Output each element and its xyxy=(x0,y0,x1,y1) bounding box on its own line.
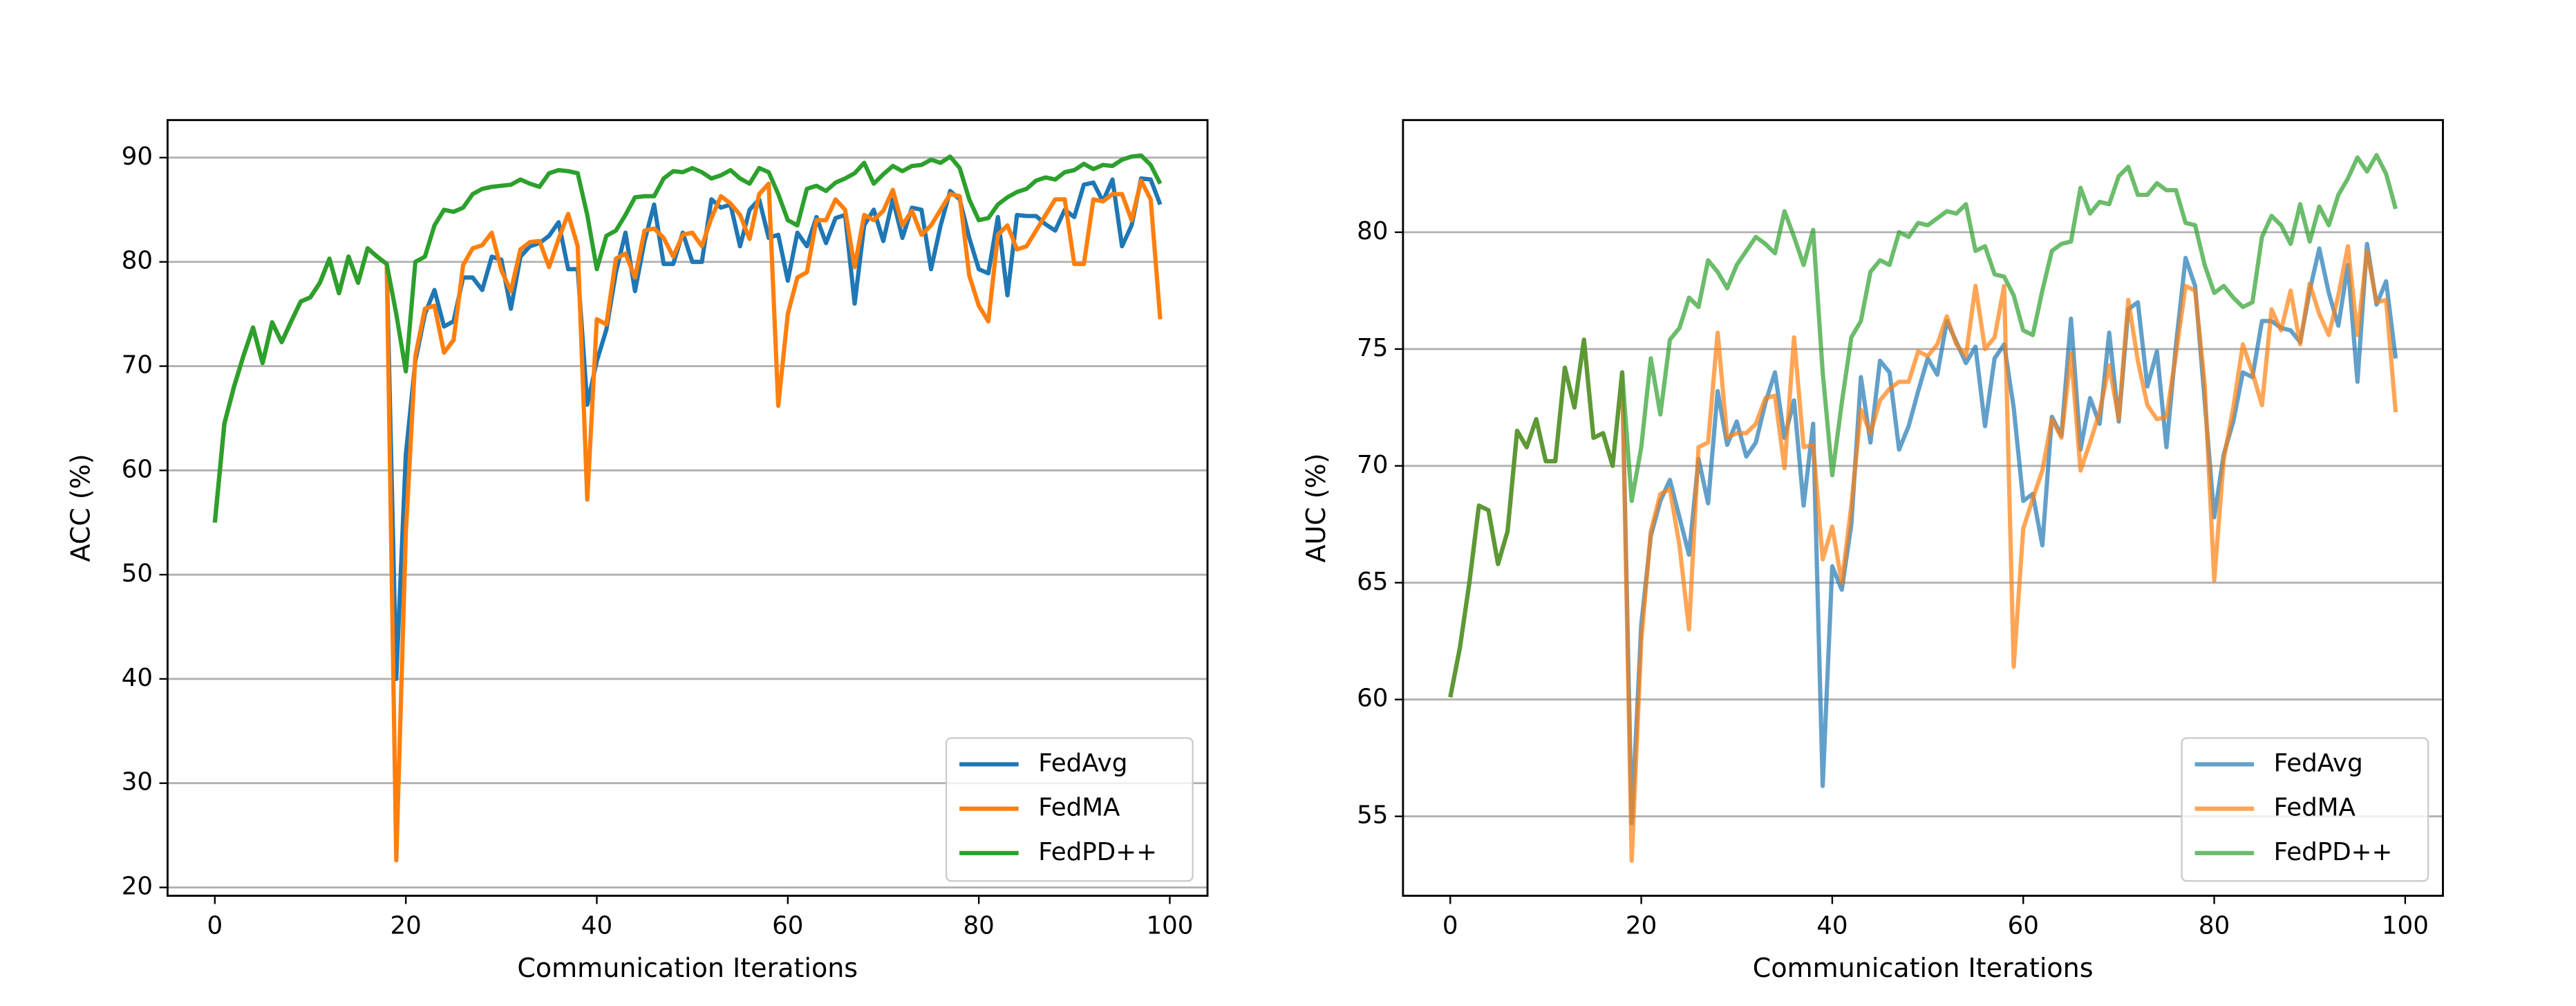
x-tick-label: 60 xyxy=(2008,912,2039,940)
series-line xyxy=(1448,153,2398,698)
series-line xyxy=(1448,241,2398,826)
legend-frame xyxy=(2181,737,2429,882)
legend: FedAvg FedMA FedPD++ xyxy=(945,737,1194,882)
y-axis-label: AUC (%) xyxy=(1301,454,1331,563)
y-tick-label: 70 xyxy=(1357,451,1388,479)
subplot: 20 30 40 50 60 70 80 90 0 20 40 60 80 100 Communicatio… xyxy=(65,119,1209,983)
y-tick-label: 60 xyxy=(1357,684,1388,713)
legend-frame xyxy=(945,737,1194,882)
legend-label: FedAvg xyxy=(1038,749,1127,777)
y-tick-label: 80 xyxy=(1357,217,1388,245)
y-tick-label: 75 xyxy=(1357,334,1388,362)
subplot: 55 60 65 70 75 80 0 20 40 60 80 100 Communication It… xyxy=(1301,119,2444,983)
x-tick-label: 20 xyxy=(390,912,421,940)
x-tick-label: 80 xyxy=(963,912,994,940)
axes-frame xyxy=(167,119,1209,897)
x-tick-label: 40 xyxy=(1816,912,1848,940)
y-tick-label: 20 xyxy=(122,873,153,901)
y-tick-label: 80 xyxy=(122,247,153,275)
y-tick-label: 60 xyxy=(122,455,153,483)
y-tick-label: 65 xyxy=(1357,568,1388,596)
y-tick-label: 90 xyxy=(122,142,153,171)
x-tick-label: 100 xyxy=(2382,912,2429,940)
legend: FedAvg FedMA FedPD++ xyxy=(2181,737,2429,882)
x-tick-label: 40 xyxy=(581,912,612,940)
series-line xyxy=(212,176,1163,682)
axes-frame xyxy=(1402,119,2444,897)
y-axis-label: ACC (%) xyxy=(65,454,95,561)
x-tick-label: 80 xyxy=(2199,912,2230,940)
x-tick-label: 60 xyxy=(772,912,803,940)
x-axis-label: Communication Iterations xyxy=(517,953,858,983)
y-tick-label: 70 xyxy=(122,351,153,380)
legend-label: FedPD++ xyxy=(1038,838,1157,866)
x-tick-label: 0 xyxy=(1442,912,1458,940)
x-tick-label: 0 xyxy=(207,912,223,940)
y-tick-label: 55 xyxy=(1357,801,1388,830)
y-tick-label: 50 xyxy=(122,559,153,588)
y-tick-label: 40 xyxy=(122,664,153,692)
legend-label: FedMA xyxy=(1038,794,1120,822)
legend-label: FedAvg xyxy=(2274,749,2363,777)
legend-label: FedPD++ xyxy=(2274,838,2393,866)
x-tick-label: 20 xyxy=(1626,912,1657,940)
x-axis-label: Communication Iterations xyxy=(1753,953,2094,983)
series-line xyxy=(212,153,1163,523)
x-tick-label: 100 xyxy=(1146,912,1193,940)
y-tick-label: 30 xyxy=(122,768,153,797)
legend-label: FedMA xyxy=(2274,794,2356,822)
